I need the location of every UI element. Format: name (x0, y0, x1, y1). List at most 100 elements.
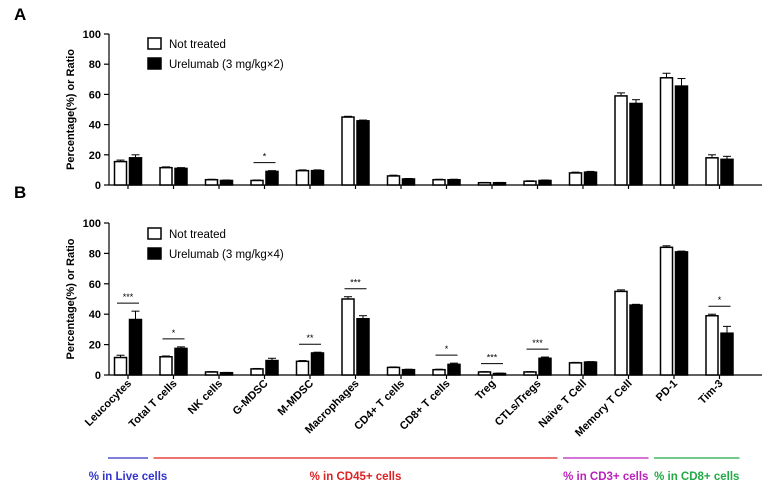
significance-mark: *** (350, 278, 361, 288)
bar (204, 371, 219, 376)
significance-mark: *** (487, 353, 498, 363)
legend-label: Urelumab (3 mg/kg×4) (169, 249, 284, 261)
bar (659, 246, 674, 376)
bar (113, 356, 128, 376)
y-tick-label: 80 (89, 59, 101, 71)
legend-swatch (147, 247, 162, 260)
bar (310, 352, 325, 376)
bar (159, 356, 173, 376)
y-tick-label: 100 (83, 29, 101, 41)
bar (705, 314, 719, 376)
bar (219, 179, 234, 186)
group-label: % in Live cells (89, 471, 168, 483)
group-brackets: % in Live cells % in CD45+ cells % in CD3+… (89, 457, 740, 483)
category-label: M-MDSC (276, 378, 316, 418)
y-axis-label: Percentage(%) or Ratio (65, 238, 77, 359)
y-tick-label: 20 (89, 340, 101, 352)
bar (568, 172, 583, 186)
bar (705, 157, 719, 186)
bar (341, 298, 355, 376)
bar (674, 85, 689, 186)
legend-swatch (147, 37, 162, 50)
bar (629, 102, 643, 186)
bar (401, 368, 416, 376)
legend-label: Not treated (169, 229, 226, 241)
group-label: % in CD45+ cells (310, 471, 402, 483)
bar (720, 158, 734, 186)
bar (629, 304, 643, 376)
group-label: % in CD3+ cells (563, 471, 648, 483)
bar (492, 372, 507, 376)
bar (568, 362, 583, 376)
y-tick-label: 80 (89, 248, 101, 260)
bar (356, 120, 370, 186)
bar (113, 160, 128, 186)
significance-mark: *** (532, 338, 543, 348)
bar (538, 179, 552, 186)
category-label: CTLs/Tregs (493, 378, 544, 429)
significance-mark: * (445, 344, 449, 354)
bar (310, 169, 325, 186)
panel-label: A (14, 5, 26, 24)
category-label: G-MDSC (231, 378, 271, 418)
y-tick-label: 60 (89, 279, 101, 291)
legend-swatch (147, 227, 162, 240)
bar (159, 166, 173, 186)
panel-label: B (14, 183, 26, 202)
bar (659, 77, 674, 186)
y-tick-label: 0 (95, 370, 101, 382)
legend-label: Urelumab (3 mg/kg×2) (169, 59, 284, 71)
bar (477, 371, 492, 376)
y-tick-label: 0 (95, 180, 101, 192)
bar (128, 157, 143, 186)
bar (265, 170, 279, 186)
legend-swatch (147, 57, 162, 70)
bar (250, 368, 264, 376)
bar (720, 332, 734, 376)
bar (401, 178, 416, 186)
bar (204, 178, 219, 186)
bar (295, 360, 310, 376)
bar (614, 95, 628, 186)
bar (583, 361, 598, 376)
bar (128, 318, 143, 376)
bar (295, 169, 310, 186)
bar (523, 371, 537, 376)
y-tick-label: 20 (89, 150, 101, 162)
bar (432, 368, 446, 376)
category-label: PD-1 (654, 378, 680, 404)
bar (538, 357, 552, 376)
bar (265, 359, 279, 376)
category-label: Total T cells (127, 378, 180, 431)
category-label: Treg (473, 378, 498, 403)
bar (492, 181, 507, 186)
bar (674, 251, 689, 376)
group-label: % in CD8+ cells (654, 471, 739, 483)
bar (583, 171, 598, 186)
bar (432, 178, 446, 186)
bar (447, 178, 461, 186)
significance-mark: * (718, 295, 722, 305)
bar (219, 371, 234, 376)
category-label: NK cells (186, 378, 225, 417)
significance-mark: *** (123, 292, 134, 302)
y-tick-label: 60 (89, 89, 101, 101)
y-tick-label: 40 (89, 120, 101, 132)
legend-label: Not treated (169, 39, 226, 51)
bar (386, 175, 401, 186)
bar (174, 167, 188, 186)
bar (447, 363, 461, 376)
bar (477, 181, 492, 186)
y-axis-label: Percentage(%) or Ratio (65, 49, 77, 170)
panel-a: A 0 20 40 60 80 100 Percentage(%) or Ratio * Not … (14, 5, 762, 192)
y-tick-label: 100 (83, 218, 101, 230)
bar (523, 180, 537, 186)
bar (614, 290, 628, 376)
bar (174, 347, 188, 376)
significance-mark: * (172, 328, 176, 338)
significance-mark: * (263, 152, 267, 162)
category-label: Tim-3 (697, 378, 726, 407)
bar (386, 366, 401, 376)
